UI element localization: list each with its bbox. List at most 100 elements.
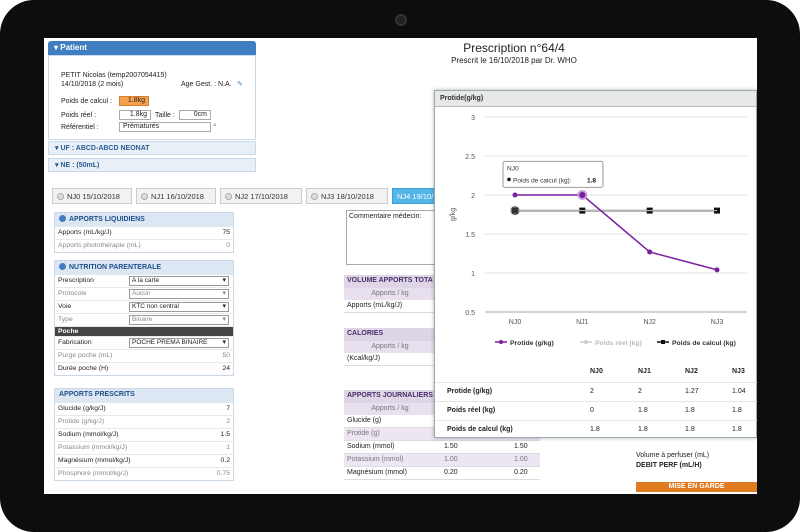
row-value[interactable]: 1.5 (220, 431, 230, 438)
commentaire-label: Commentaire médecin: (349, 213, 422, 220)
table-row: Magnésium (mmol) 0.20 0.20 (344, 467, 540, 480)
row-label: Glucide (g) (347, 417, 382, 424)
group-header: APPORTS PRESCRITS (55, 389, 233, 402)
row-value[interactable]: 2 (226, 418, 230, 425)
legend-marker (584, 340, 588, 344)
circle-icon (59, 263, 66, 270)
y-axis-label: g/kg (450, 208, 457, 221)
tab-nj0[interactable]: NJ0 15/10/2018 (52, 188, 132, 204)
debit-label: DEBIT PERF (mL/H) (636, 462, 702, 469)
apports-liquidiens-group: APPORTS LIQUIDIENS Apports (mL/kg/J) 75 A… (54, 212, 234, 253)
tab-nj2[interactable]: NJ2 17/10/2018 (220, 188, 302, 204)
tooltip-title: NJ0 (507, 165, 519, 172)
table-row: Durée poche (H) 24 (55, 362, 233, 375)
row-value[interactable]: 0.75 (216, 470, 230, 477)
data-point (512, 207, 518, 214)
poids-calc-label: Poids de calcul : (61, 98, 112, 105)
chart-table: NJ0 NJ1 NJ2 NJ3 Protide (g/kg) 2 2 1.27 … (435, 363, 757, 439)
row-value: 1.50 (514, 443, 528, 450)
legend-marker (661, 340, 665, 344)
row-value[interactable]: 50 (222, 352, 230, 359)
row-label: Apports (mL/kg/J) (58, 229, 112, 236)
chevron-down-icon: ▾ (55, 162, 61, 169)
poids-calc-field[interactable]: 1.8kg (119, 96, 149, 106)
volume-row: Apports (mL/kg/J) (344, 300, 436, 313)
referentiel-select[interactable]: Prématurés (119, 122, 211, 132)
row-label: Type (58, 316, 73, 323)
poids-reel-field[interactable]: 1.8kg (119, 110, 151, 120)
chart-popup: Protide(g/kg) 0.5 1 1.5 2 2.5 3 NJ0 NJ1 NJ2 NJ3 g/… (434, 90, 757, 438)
group-title: NUTRITION PARENTERALE (69, 264, 162, 271)
row-label: Glucide (g/kg/J) (58, 405, 106, 412)
group-header: NUTRITION PARENTERALE (55, 261, 233, 274)
voie-select[interactable]: KTC non central (129, 302, 229, 312)
row-value[interactable]: 7 (226, 405, 230, 412)
cell: 1.8 (685, 426, 695, 433)
row-value[interactable]: 0 (226, 242, 230, 249)
calories-row: (Kcal/kg/J) (344, 353, 436, 366)
table-row: Protide (g/kg/J) 2 (55, 415, 233, 428)
mise-en-garde-button[interactable]: MISE EN GARDE (636, 482, 757, 492)
table-header-row: NJ0 NJ1 NJ2 NJ3 (435, 363, 757, 382)
row-label: Prescription (58, 277, 94, 284)
status-dot-icon (57, 193, 64, 200)
nutrition-group: NUTRITION PARENTERALE Prescription A la c… (54, 260, 234, 376)
row-label: Sodium (mmol) (347, 443, 395, 450)
row-label: Durée poche (H) (58, 365, 109, 372)
journaliers-title: APPORTS JOURNALIERS T (344, 390, 436, 403)
type-select[interactable]: Binaire (129, 315, 229, 325)
uf-bar[interactable]: ▾ UF : ABCD-ABCD NEONAT (48, 141, 256, 155)
status-dot-icon (311, 193, 318, 200)
volume-block: VOLUME APPORTS TOTA Apports / kg Apports… (344, 275, 436, 313)
cell: 1.27 (685, 388, 699, 395)
row-value[interactable]: 0.2 (220, 457, 230, 464)
row-value[interactable]: 24 (222, 365, 230, 372)
tooltip-series: Poids de calcul (kg): (513, 177, 572, 184)
row-label: Potassium (mmol) (347, 456, 404, 463)
column-header: NJ2 (685, 368, 698, 375)
search-icon[interactable]: ⌕ (213, 122, 217, 129)
series-line (515, 194, 718, 271)
group-title: APPORTS PRESCRITS (59, 391, 135, 398)
table-row: Poids réel (kg) 0 1.8 1.8 1.8 (435, 401, 757, 420)
ne-bar[interactable]: ▾ NE : (50mL) (48, 158, 256, 172)
cell: 1.8 (590, 426, 600, 433)
edit-icon[interactable]: ✎ (237, 81, 243, 88)
tab-label: NJ3 18/10/2018 (321, 192, 374, 201)
ne-label: NE : (50mL) (60, 162, 100, 169)
taille-field[interactable]: 0cm (179, 110, 211, 120)
tab-nj1[interactable]: NJ1 16/10/2018 (136, 188, 216, 204)
table-row: Protide (g/kg) 2 2 1.27 1.04 (435, 382, 757, 401)
prescription-select[interactable]: A la carte (129, 276, 229, 286)
patient-header[interactable]: ▾ Patient (48, 41, 256, 55)
calories-block: CALORIES Apports / kg (Kcal/kg/J) (344, 328, 436, 366)
camera-icon (395, 14, 407, 26)
table-row: Potassium (mmol/kg/J) 1 (55, 441, 233, 454)
y-tick-label: 1.5 (465, 232, 475, 239)
table-row: Magnésium (mmol/kg/J) 0.2 (55, 454, 233, 467)
poids-reel-label: Poids réel : (61, 112, 97, 119)
day-tabs: NJ0 15/10/2018 NJ1 16/10/2018 NJ2 17/10/… (48, 188, 488, 204)
protocole-select[interactable]: Aucun (129, 289, 229, 299)
row-label: Sodium (mmol/kg/J) (58, 431, 119, 438)
column-header: NJ1 (638, 368, 651, 375)
chevron-down-icon: ▾ (55, 145, 61, 152)
row-label: Magnésium (mmol/kg/J) (58, 457, 131, 464)
table-row: Apports photothérapie (mL) 0 (55, 239, 233, 252)
cell: 1.04 (732, 388, 746, 395)
fabrication-select[interactable]: POCHE PREMA BINAIRE (129, 338, 229, 348)
poche-divider: Poche (55, 326, 233, 336)
row-label: Purge poche (mL) (58, 352, 113, 359)
row-value: 1.50 (444, 443, 458, 450)
row-value[interactable]: 75 (222, 229, 230, 236)
commentaire-box[interactable]: Commentaire médecin: (346, 210, 436, 265)
tab-nj3[interactable]: NJ3 18/10/2018 (306, 188, 388, 204)
x-tick-label: NJ1 (576, 319, 589, 326)
tab-nj4[interactable]: NJ4 19/10/ (392, 188, 442, 204)
table-row: Sodium (mmol) 1.50 1.50 (344, 441, 540, 454)
row-value[interactable]: 1 (226, 444, 230, 451)
row-value: 0.20 (514, 469, 528, 476)
y-tick-label: 1 (471, 271, 475, 278)
tooltip-box (502, 160, 604, 188)
table-row: Voie KTC non central (55, 300, 233, 313)
